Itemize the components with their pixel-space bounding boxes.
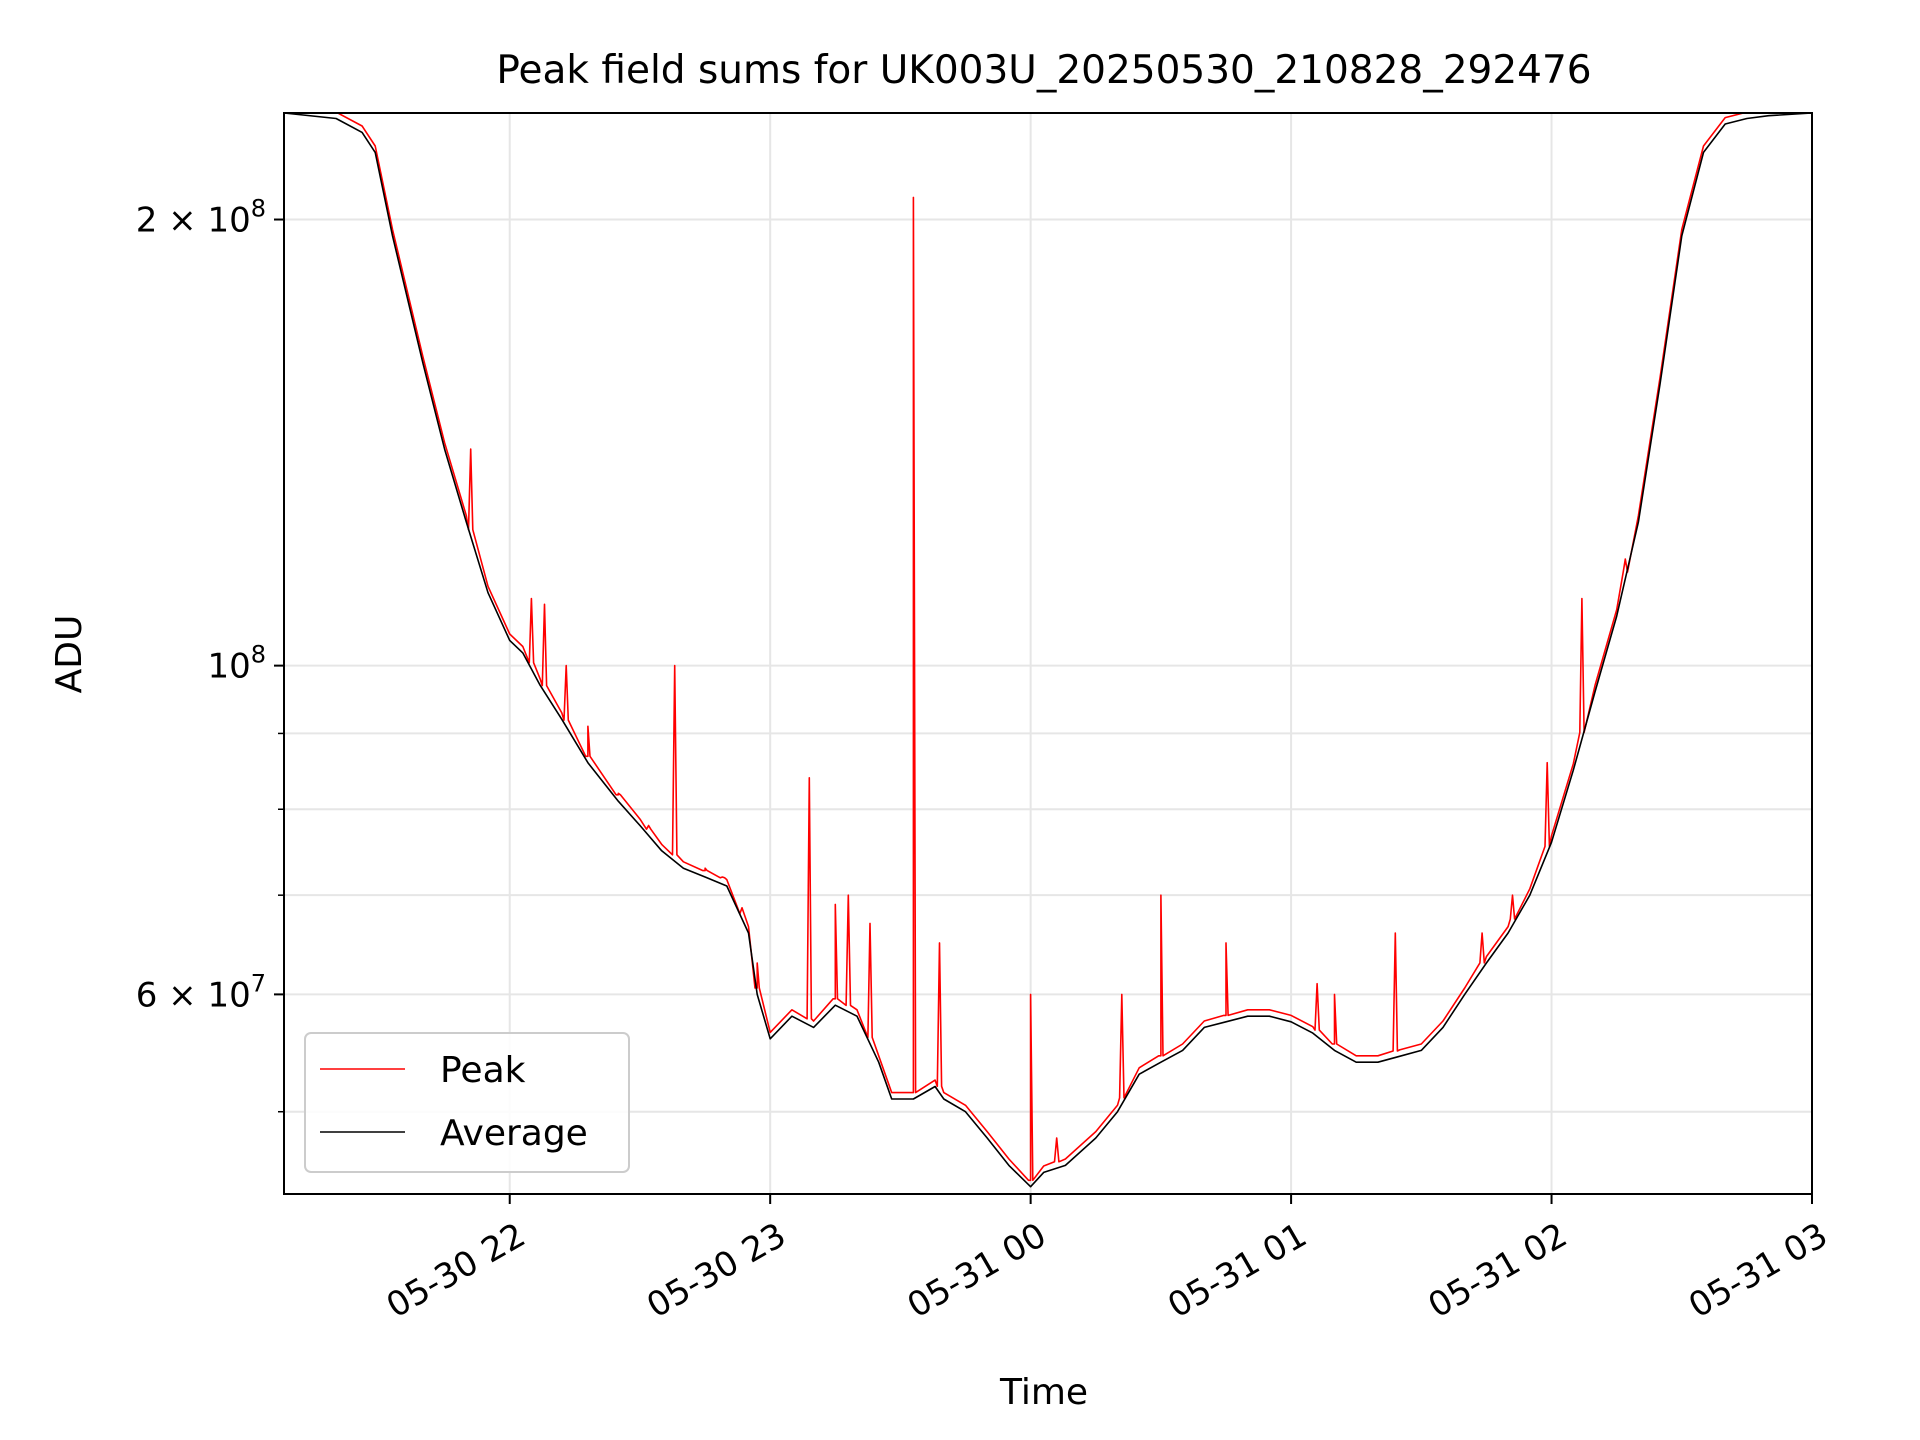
legend-label-average: Average [440, 1113, 588, 1154]
chart-title: Peak field sums for UK003U_20250530_2108… [496, 48, 1591, 93]
legend-label-peak: Peak [440, 1050, 526, 1091]
x-axis-label: Time [999, 1372, 1088, 1413]
y-axis-label: ADU [49, 615, 90, 694]
y-tick-label: 6 × 107 [136, 969, 266, 1015]
legend: Peak Average [305, 1033, 629, 1172]
y-tick-label: 2 × 108 [136, 195, 266, 241]
